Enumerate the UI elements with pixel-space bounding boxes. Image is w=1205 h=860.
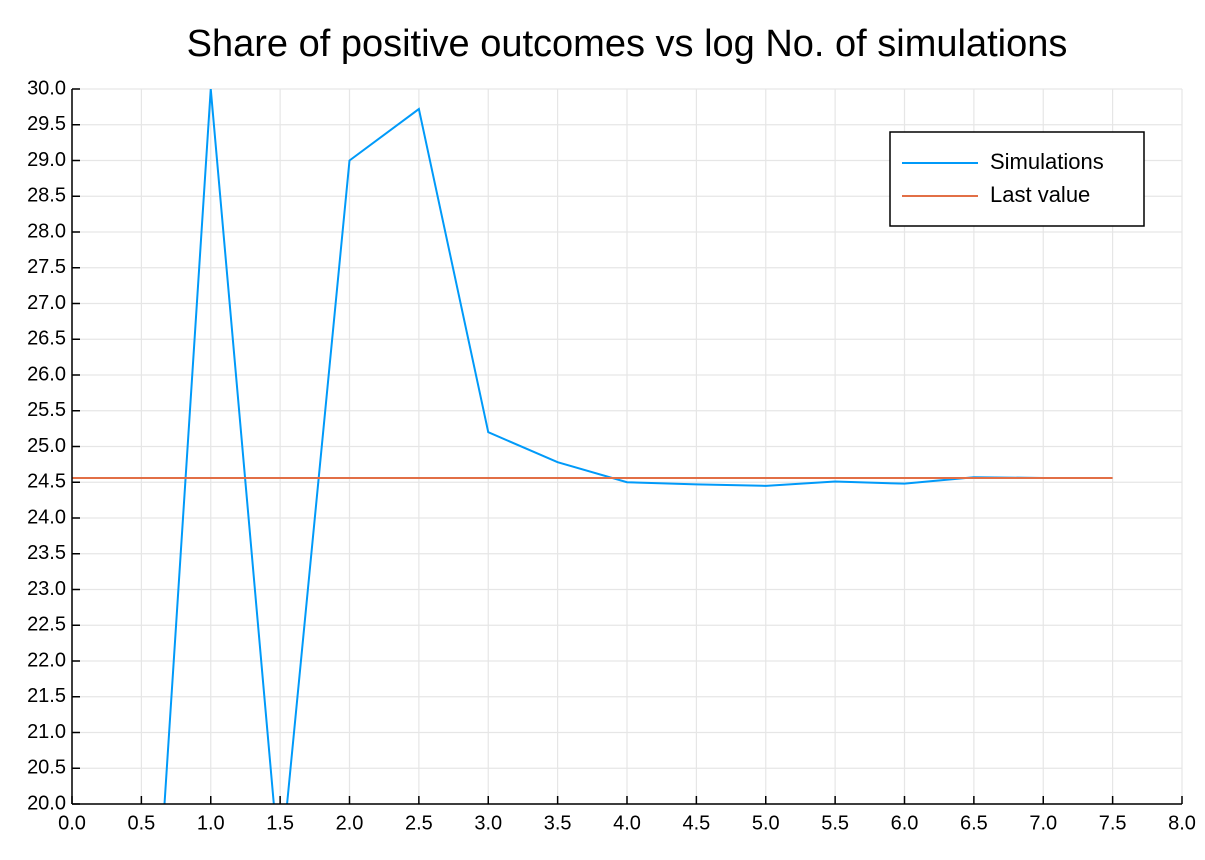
y-tick-label: 29.0 [27,149,66,171]
x-tick-label: 6.0 [891,812,919,834]
x-tick-label: 2.0 [336,812,364,834]
x-tick-label: 4.5 [682,812,710,834]
x-tick-label: 2.5 [405,812,433,834]
x-tick-label: 4.0 [613,812,641,834]
y-tick-label: 20.0 [27,792,66,814]
y-tick-label: 29.5 [27,113,66,135]
y-tick-label: 28.0 [27,220,66,242]
chart-title: Share of positive outcomes vs log No. of… [187,23,1068,65]
x-tick-label: 3.0 [474,812,502,834]
y-tick-label: 27.0 [27,292,66,314]
y-tick-label: 23.5 [27,542,66,564]
y-tick-label: 22.5 [27,614,66,636]
legend-label: Simulations [990,149,1104,174]
y-tick-label: 21.5 [27,685,66,707]
y-tick-label: 20.5 [27,757,66,779]
x-tick-label: 1.5 [266,812,294,834]
series-line [163,89,1044,804]
x-tick-label: 1.0 [197,812,225,834]
y-tick-label: 26.0 [27,363,66,385]
x-tick-label: 5.0 [752,812,780,834]
y-tick-label: 24.5 [27,471,66,493]
y-tick-label: 28.5 [27,185,66,207]
x-tick-label: 5.5 [821,812,849,834]
x-tick-label: 8.0 [1168,812,1196,834]
legend-label: Last value [990,182,1090,207]
x-tick-label: 6.5 [960,812,988,834]
y-tick-label: 24.0 [27,506,66,528]
y-tick-label: 22.0 [27,649,66,671]
y-tick-label: 25.0 [27,435,66,457]
x-tick-label: 3.5 [544,812,572,834]
x-tick-label: 7.5 [1099,812,1127,834]
y-tick-label: 26.5 [27,328,66,350]
y-tick-label: 25.5 [27,399,66,421]
y-tick-label: 21.0 [27,721,66,743]
x-tick-label: 0.0 [58,812,86,834]
y-tick-label: 27.5 [27,256,66,278]
x-tick-label: 7.0 [1029,812,1057,834]
y-tick-label: 23.0 [27,578,66,600]
x-tick-label: 0.5 [127,812,155,834]
y-tick-label: 30.0 [27,77,66,99]
legend-box [889,131,1145,227]
